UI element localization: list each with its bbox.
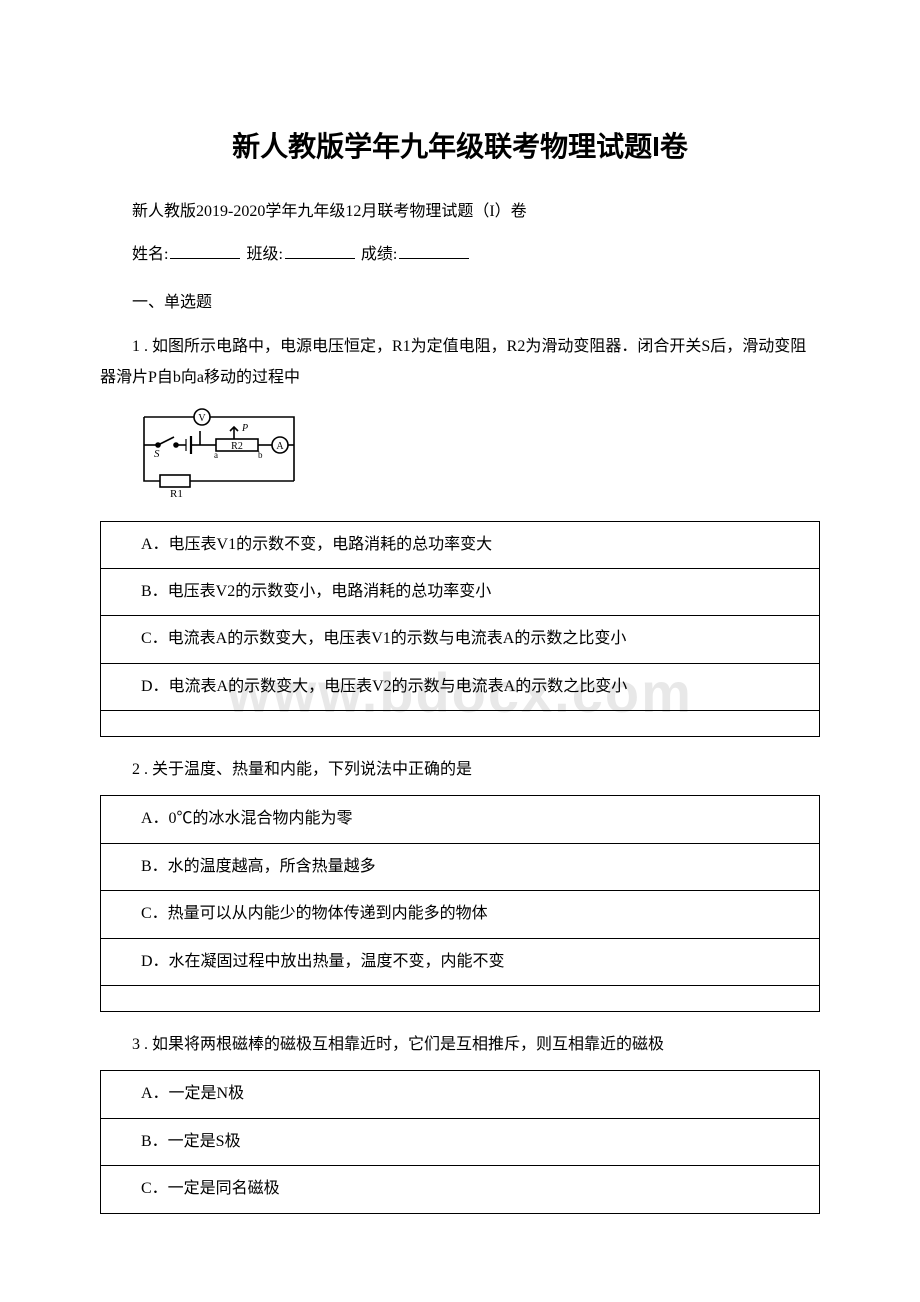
q3-stem: 3 . 如果将两根磁棒的磁极互相靠近时，它们是互相推斥，则互相靠近的磁极 (100, 1030, 820, 1060)
r1-label: R1 (170, 488, 183, 499)
score-blank (399, 241, 469, 259)
q2-spacer (101, 986, 820, 1012)
subtitle: 新人教版2019-2020学年九年级12月联考物理试题（I）卷 (100, 197, 820, 227)
page-title: 新人教版学年九年级联考物理试题I卷 (100, 120, 820, 173)
q3-options-table: A．一定是N极 B．一定是S极 C．一定是同名磁极 (100, 1070, 820, 1213)
q2-options-table: A．0℃的冰水混合物内能为零 B．水的温度越高，所含热量越多 C．热量可以从内能… (100, 795, 820, 1012)
q2-stem: 2 . 关于温度、热量和内能，下列说法中正确的是 (100, 755, 820, 785)
q3-option-c: C．一定是同名磁极 (101, 1166, 820, 1213)
name-label: 姓名: (132, 246, 168, 263)
q1-stem: 1 . 如图所示电路中，电源电压恒定，R1为定值电阻，R2为滑动变阻器．闭合开关… (100, 332, 820, 393)
q2-option-a: A．0℃的冰水混合物内能为零 (101, 796, 820, 843)
q1-option-a: A．电压表V1的示数不变，电路消耗的总功率变大 (101, 521, 820, 568)
q1-circuit-diagram: V S R2 P a b A (134, 403, 820, 510)
q2-option-b: B．水的温度越高，所含热量越多 (101, 843, 820, 890)
v1-label: V (198, 413, 206, 424)
class-label: 班级: (246, 246, 282, 263)
q1-options-table: A．电压表V1的示数不变，电路消耗的总功率变大 B．电压表V2的示数变小，电路消… (100, 521, 820, 738)
q1-spacer (101, 711, 820, 737)
q1-option-b: B．电压表V2的示数变小，电路消耗的总功率变小 (101, 568, 820, 615)
a-terminal: a (214, 450, 218, 460)
q2-option-d: D．水在凝固过程中放出热量，温度不变，内能不变 (101, 938, 820, 985)
score-label: 成绩: (361, 246, 397, 263)
q2-option-c: C．热量可以从内能少的物体传递到内能多的物体 (101, 891, 820, 938)
switch-label: S (154, 448, 160, 460)
ammeter-label: A (276, 441, 284, 452)
b-terminal: b (258, 450, 263, 460)
student-fields: 姓名: 班级: 成绩: (100, 240, 820, 270)
q1-option-d: D．电流表A的示数变大，电压表V2的示数与电流表A的示数之比变小 (101, 663, 820, 710)
class-blank (285, 241, 355, 259)
p-label: P (241, 423, 248, 434)
name-blank (170, 241, 240, 259)
q3-option-a: A．一定是N极 (101, 1071, 820, 1118)
r2-label: R2 (231, 441, 243, 452)
q1-option-c: C．电流表A的示数变大，电压表V1的示数与电流表A的示数之比变小 (101, 616, 820, 663)
q3-option-b: B．一定是S极 (101, 1118, 820, 1165)
section-title: 一、单选题 (100, 288, 820, 318)
